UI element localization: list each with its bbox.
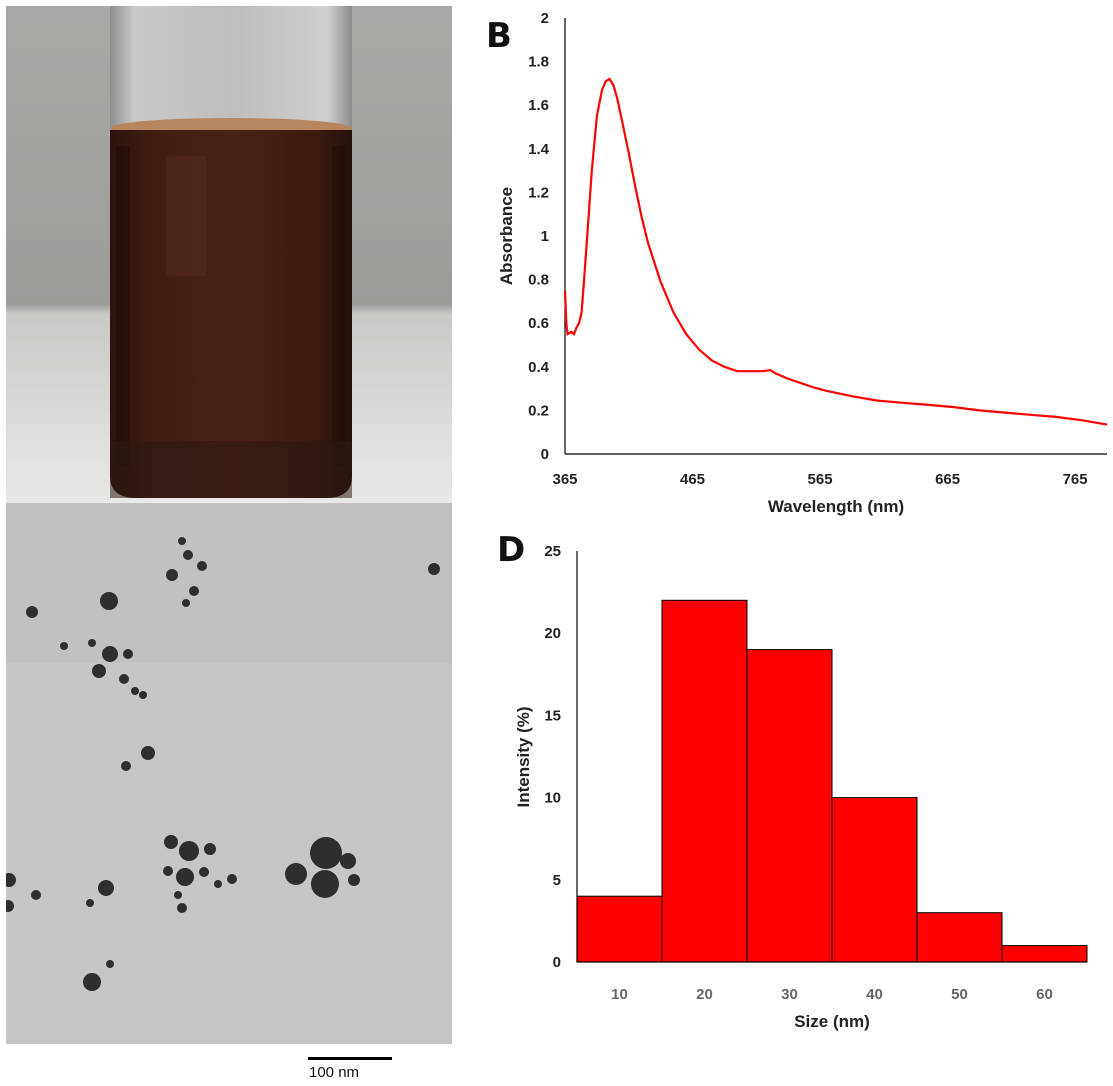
y-tick-label: 2 bbox=[541, 10, 549, 27]
x-axis-title: Wavelength (nm) bbox=[768, 497, 904, 516]
y-axis-ticks: 0 0.2 0.4 0.6 0.8 1 1.2 1.4 1.6 1.8 2 bbox=[528, 10, 550, 463]
vial-photo bbox=[6, 6, 452, 503]
x-tick-label: 665 bbox=[935, 471, 960, 488]
x-tick-label: 50 bbox=[951, 986, 968, 1003]
bar bbox=[831, 797, 918, 963]
absorbance-series-line bbox=[563, 77, 1108, 426]
tem-micrograph bbox=[6, 503, 452, 1044]
x-tick-label: 465 bbox=[680, 471, 705, 488]
bars bbox=[576, 599, 1088, 963]
y-axis-ticks: 0 5 10 15 20 25 bbox=[544, 543, 561, 971]
x-tick-label: 765 bbox=[1063, 471, 1088, 488]
x-tick-label: 40 bbox=[866, 986, 883, 1003]
x-tick-label: 60 bbox=[1036, 986, 1053, 1003]
bar bbox=[1001, 945, 1088, 963]
y-tick-label: 1.6 bbox=[528, 97, 549, 114]
y-tick-label: 1.8 bbox=[528, 54, 549, 71]
x-tick-label: 565 bbox=[808, 471, 833, 488]
x-axis-ticks: 10 20 30 40 50 60 bbox=[611, 986, 1053, 1003]
x-tick-label: 10 bbox=[611, 986, 628, 1003]
y-tick-label: 0 bbox=[553, 954, 561, 971]
nanoparticles bbox=[6, 537, 440, 991]
y-tick-label: 1 bbox=[541, 228, 549, 245]
y-tick-label: 0.6 bbox=[528, 315, 549, 332]
y-tick-label: 1.4 bbox=[528, 141, 550, 158]
size-distribution-chart: 0 5 10 15 20 25 10 20 30 40 50 60 Size (nm) Intens… bbox=[514, 543, 1088, 1031]
y-axis-title: Absorbance bbox=[497, 187, 516, 285]
y-axis-title: Intensity (%) bbox=[514, 706, 533, 807]
x-tick-label: 365 bbox=[552, 471, 577, 488]
scale-bar bbox=[308, 1057, 392, 1060]
y-tick-label: 20 bbox=[544, 625, 561, 642]
bar bbox=[746, 649, 833, 963]
y-tick-label: 25 bbox=[544, 543, 561, 560]
x-tick-label: 30 bbox=[781, 986, 798, 1003]
y-tick-label: 0 bbox=[541, 446, 549, 463]
x-axis-title: Size (nm) bbox=[794, 1012, 870, 1031]
x-tick-label: 20 bbox=[696, 986, 713, 1003]
bar bbox=[576, 895, 663, 963]
y-tick-label: 10 bbox=[544, 790, 561, 807]
scale-bar-label: 100 nm bbox=[309, 1064, 360, 1081]
y-tick-label: 1.2 bbox=[528, 184, 549, 201]
absorbance-chart: 0 0.2 0.4 0.6 0.8 1 1.2 1.4 1.6 1.8 2 365 465 565 665… bbox=[497, 10, 1108, 516]
panel-label-b: B bbox=[486, 16, 512, 56]
y-tick-label: 0.8 bbox=[528, 272, 549, 289]
y-tick-label: 0.4 bbox=[528, 359, 550, 376]
bar bbox=[661, 599, 748, 963]
y-tick-label: 0.2 bbox=[528, 402, 549, 419]
panel-label-d: D bbox=[497, 530, 526, 570]
x-axis-ticks: 365 465 565 665 765 bbox=[552, 471, 1087, 488]
y-tick-label: 5 bbox=[553, 872, 561, 889]
y-tick-label: 15 bbox=[544, 707, 561, 724]
bar bbox=[916, 912, 1003, 963]
